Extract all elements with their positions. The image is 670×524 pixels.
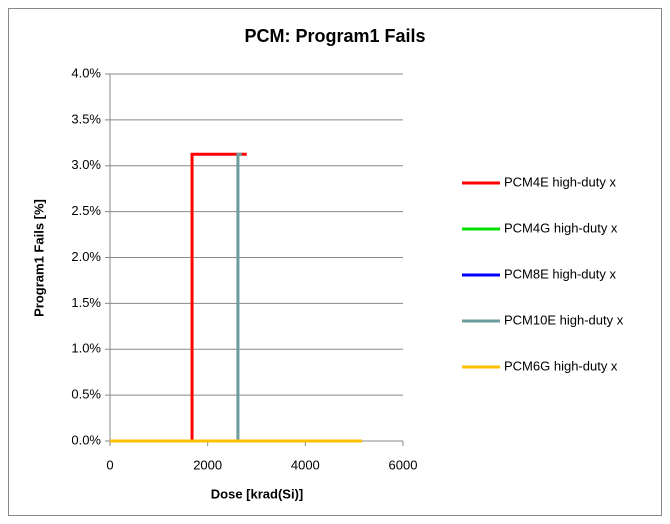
chart-title: PCM: Program1 Fails — [244, 26, 425, 46]
legend-label: PCM4G high-duty x — [504, 220, 618, 235]
y-tick-label: 2.0% — [71, 249, 101, 264]
x-tick-label: 2000 — [193, 457, 222, 472]
legend-label: PCM4E high-duty x — [504, 174, 616, 189]
y-tick-label: 4.0% — [71, 65, 101, 80]
legend-label: PCM6G high-duty x — [504, 358, 618, 373]
y-axis-label: Program1 Fails [%] — [31, 199, 46, 317]
y-tick-label: 1.0% — [71, 341, 101, 356]
x-tick-label: 6000 — [389, 457, 418, 472]
y-tick-label: 2.5% — [71, 203, 101, 218]
y-tick-label: 1.5% — [71, 295, 101, 310]
y-tick-label: 3.0% — [71, 157, 101, 172]
y-tick-label: 0.0% — [71, 432, 101, 447]
legend-label: PCM10E high-duty x — [504, 312, 624, 327]
chart-frame — [8, 8, 662, 516]
y-tick-label: 3.5% — [71, 111, 101, 126]
x-tick-label: 0 — [106, 457, 113, 472]
legend-label: PCM8E high-duty x — [504, 266, 616, 281]
y-tick-label: 0.5% — [71, 387, 101, 402]
x-axis-label: Dose [krad(Si)] — [211, 486, 303, 501]
x-tick-label: 4000 — [291, 457, 320, 472]
